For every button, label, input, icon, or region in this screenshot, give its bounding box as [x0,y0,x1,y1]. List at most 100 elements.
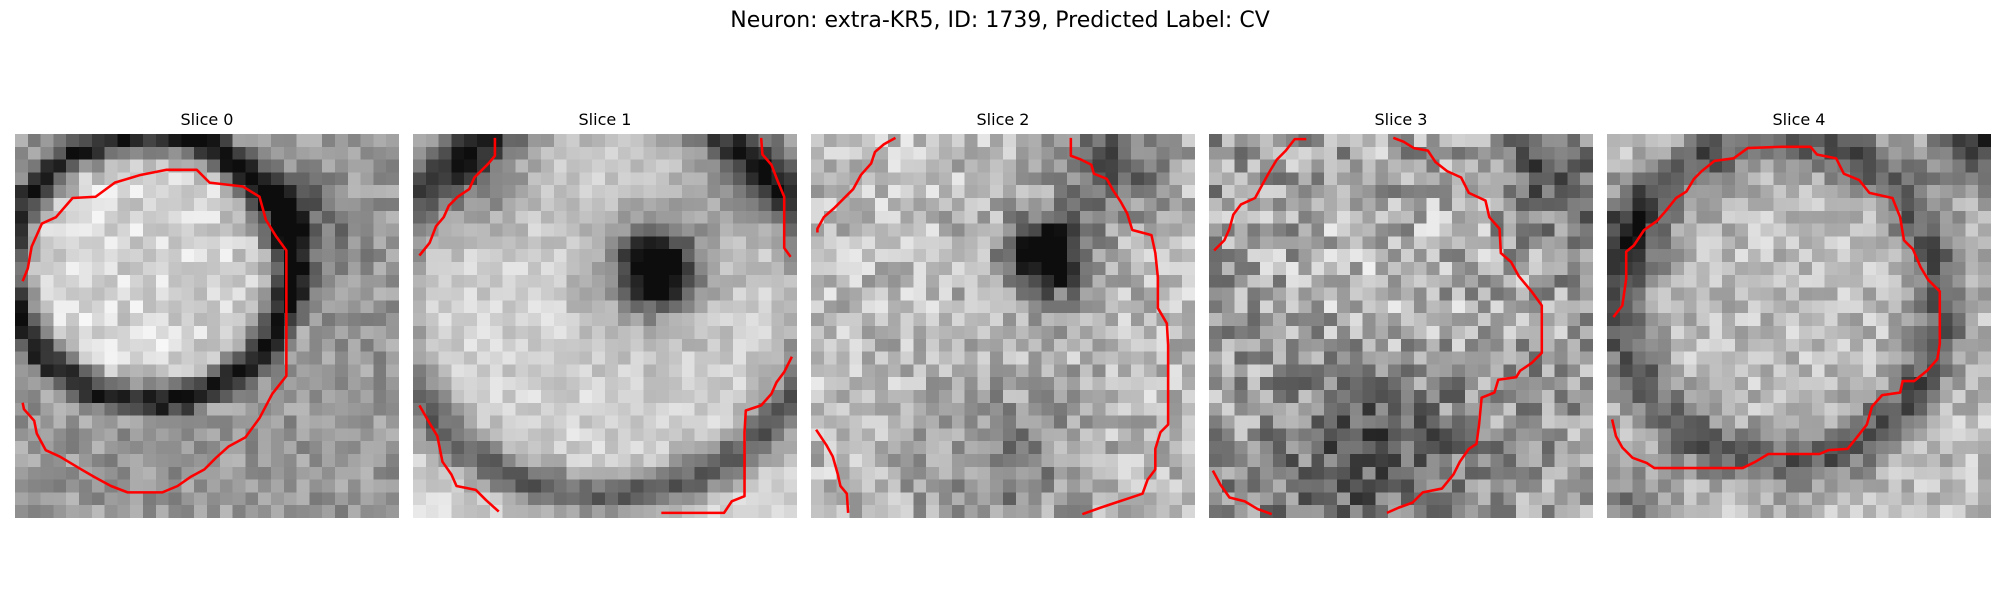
pixel [823,492,837,506]
pixel [823,172,837,186]
pixel [296,300,310,314]
pixel [541,505,555,518]
pixel [1760,377,1774,391]
pixel [1914,210,1928,224]
pixel [155,505,169,518]
pixel [347,428,361,442]
pixel [1914,428,1928,442]
pixel [1632,505,1646,518]
pixel [1503,364,1517,378]
pixel [1901,505,1915,518]
pixel [913,326,927,340]
pixel [553,274,567,288]
pixel [1786,364,1800,378]
pixel [322,274,336,288]
pixel [502,492,516,506]
pixel [1273,185,1287,199]
pixel [322,287,336,301]
pixel [438,159,452,173]
pixel [1632,185,1646,199]
pixel [1567,210,1581,224]
pixel [53,338,67,352]
pixel [322,479,336,493]
pixel [1747,172,1761,186]
pixel [528,402,542,416]
pixel [745,134,759,148]
pixel [887,505,901,518]
pixel [694,172,708,186]
pixel [1567,172,1581,186]
pixel [1324,428,1338,442]
pixel [207,287,221,301]
pixel [707,326,721,340]
pixel [53,364,67,378]
pixel [91,262,105,276]
pixel [566,185,580,199]
pixel [1516,134,1530,148]
slice-contour-3b [1386,136,1544,515]
pixel [1529,454,1543,468]
pixel [489,262,503,276]
pixel [771,441,785,455]
pixel [1362,313,1376,327]
pixel [1324,134,1338,148]
pixel [643,402,657,416]
pixel [926,249,940,263]
pixel [1337,198,1351,212]
pixel [15,146,29,160]
pixel [347,313,361,327]
pixel [1837,223,1851,237]
pixel [130,134,144,148]
pixel [694,454,708,468]
pixel [1375,300,1389,314]
pixel [875,326,889,340]
pixel [1541,326,1555,340]
pixel [258,351,272,365]
pixel [1875,300,1889,314]
pixel [207,402,221,416]
pixel [271,505,285,518]
pixel [502,428,516,442]
pixel [1824,492,1838,506]
pixel [515,300,529,314]
pixel [1773,159,1787,173]
pixel [181,428,195,442]
pixel [1221,402,1235,416]
pixel [1722,313,1736,327]
pixel [464,415,478,429]
pixel [1221,428,1235,442]
pixel [849,223,863,237]
pixel [413,274,427,288]
pixel [438,505,452,518]
pixel [1388,466,1402,480]
pixel [1580,210,1593,224]
pixel [232,236,246,250]
pixel [155,185,169,199]
pixel [1337,505,1351,518]
pixel [1260,492,1274,506]
pixel [1696,415,1710,429]
pixel [579,223,593,237]
pixel [926,390,940,404]
pixel [566,351,580,365]
pixel [386,159,399,173]
pixel [258,300,272,314]
pixel [53,441,67,455]
pixel [1079,415,1093,429]
pixel [143,236,157,250]
pixel [1028,313,1042,327]
pixel [27,198,41,212]
pixel [553,300,567,314]
pixel [1118,377,1132,391]
pixel [771,415,785,429]
pixel [477,415,491,429]
pixel [489,198,503,212]
pixel [977,492,991,506]
pixel [168,454,182,468]
pixel [1490,300,1504,314]
pixel [566,313,580,327]
pixel [1221,492,1235,506]
pixel [681,287,695,301]
pixel [425,338,439,352]
pixel [15,300,29,314]
